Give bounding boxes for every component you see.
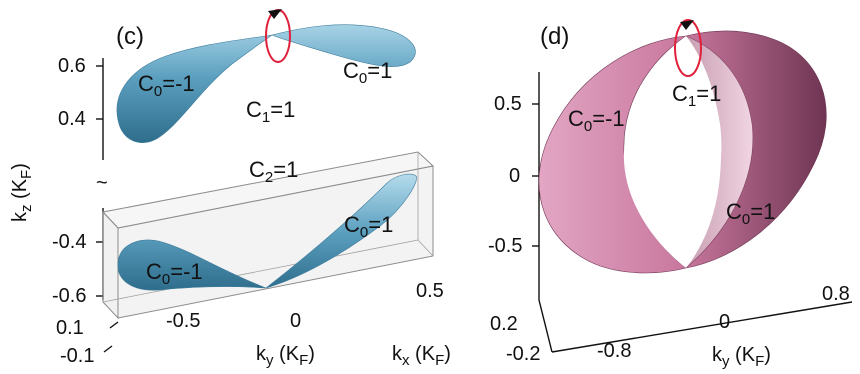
panel-c-label: (c)	[116, 23, 144, 50]
kx-tick-d-neg0.2: -0.2	[506, 343, 540, 365]
chern-d-right: C0=1	[726, 199, 775, 228]
kx-tick-neg0.1: -0.1	[60, 345, 94, 367]
kx-tick-d-0.2: 0.2	[490, 313, 518, 335]
z-tick-label-d-0.5: 0.5	[494, 93, 522, 115]
ky-tick-neg0.5: -0.5	[166, 310, 200, 332]
kx-axis-line-d	[538, 299, 553, 353]
ky-tick-0: 0	[290, 310, 301, 332]
ky-axis-line-d	[551, 301, 853, 353]
lower-fermi-surface	[117, 173, 417, 291]
panel-d-label: (d)	[540, 23, 569, 50]
chern-d-top: C1=1	[672, 81, 721, 110]
kz-axis-label: kz (KF)	[9, 163, 35, 222]
chern-box: C2=1	[249, 157, 298, 186]
z-tick-label-neg0.4: -0.4	[52, 231, 86, 253]
axis-break: ~	[96, 172, 108, 194]
chern-upper-left: C0=-1	[138, 71, 195, 100]
berry-loop-d	[674, 19, 702, 77]
z-tick-label-0.6: 0.6	[58, 55, 86, 77]
z-tick-label-0.4: 0.4	[58, 108, 86, 130]
z-tick-label-d-neg0.5: -0.5	[488, 235, 522, 257]
loop-arrow-c	[268, 9, 282, 19]
z-tick-label-d-0: 0	[509, 165, 520, 187]
chern-lower-left: C0=-1	[146, 259, 203, 288]
kx-tick-mark-0	[109, 321, 119, 329]
chern-lower-right: C0=1	[344, 212, 393, 241]
ky-axis-label-d: ky (KF)	[712, 344, 771, 370]
chern-d-left: C0=-1	[568, 106, 625, 135]
upper-fermi-surface	[116, 24, 416, 143]
chern-upper-center: C1=1	[246, 97, 295, 126]
ky-tick-d-0: 0	[719, 311, 730, 333]
loop-arrow-d	[680, 20, 694, 30]
ky-axis-label-c: ky (KF)	[256, 343, 315, 369]
kx-axis-label-c: kx (KF)	[392, 343, 451, 369]
panel-c: (c) 0.6 0.4 ~ -0.4 -0.6 kz (KF) C0=-1 C0…	[9, 9, 451, 369]
panel-d: (d) 0.5 0 -0.5 C0=-1 C1=1 C0=1 -0.8 0 0.…	[488, 19, 853, 370]
kx-tick-mark-1	[103, 345, 113, 353]
ky-tick-0.5: 0.5	[416, 280, 444, 302]
inner-shade-d	[686, 36, 753, 268]
inner-hole-d	[623, 36, 721, 268]
kx-tick-0.1: 0.1	[56, 317, 84, 339]
chern-upper-right: C0=1	[343, 58, 392, 87]
ky-tick-d-neg0.8: -0.8	[597, 340, 631, 362]
ky-tick-d-0.8: 0.8	[822, 283, 850, 305]
z-tick-label-neg0.6: -0.6	[52, 285, 86, 307]
